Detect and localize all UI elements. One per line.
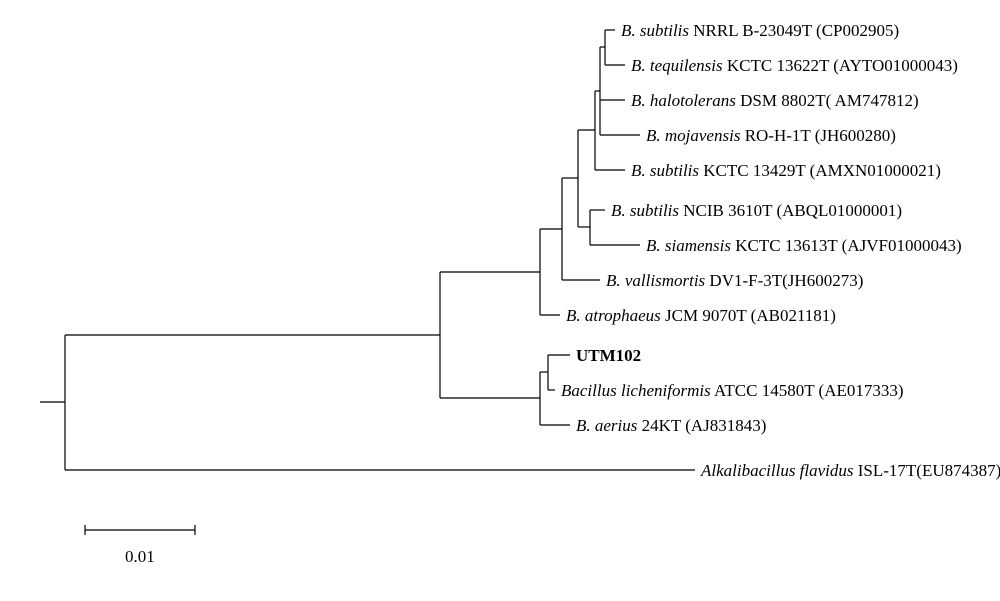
leaf-label-subtilis_kctc: B. subtilis KCTC 13429T (AMXN01000021)	[631, 161, 941, 180]
leaf-label-alkalibacillus: Alkalibacillus flavidus ISL-17T(EU874387…	[700, 461, 1000, 480]
leaf-label-vallismortis: B. vallismortis DV1-F-3T(JH600273)	[606, 271, 863, 290]
leaf-label-aerius: B. aerius 24KT (AJ831843)	[576, 416, 766, 435]
leaf-label-utm102: UTM102	[576, 346, 641, 365]
leaf-label-halotolerans: B. halotolerans DSM 8802T( AM747812)	[631, 91, 919, 110]
scale-bar-label: 0.01	[125, 547, 155, 566]
leaf-label-siamensis: B. siamensis KCTC 13613T (AJVF01000043)	[646, 236, 962, 255]
leaf-label-mojavensis: B. mojavensis RO-H-1T (JH600280)	[646, 126, 896, 145]
leaf-label-subtilis_nrrl: B. subtilis NRRL B-23049T (CP002905)	[621, 21, 899, 40]
leaf-label-subtilis_ncib: B. subtilis NCIB 3610T (ABQL01000001)	[611, 201, 902, 220]
leaf-label-tequilensis: B. tequilensis KCTC 13622T (AYTO01000043…	[631, 56, 958, 75]
leaf-label-atrophaeus: B. atrophaeus JCM 9070T (AB021181)	[566, 306, 836, 325]
leaf-label-licheniformis: Bacillus licheniformis ATCC 14580T (AE01…	[561, 381, 904, 400]
